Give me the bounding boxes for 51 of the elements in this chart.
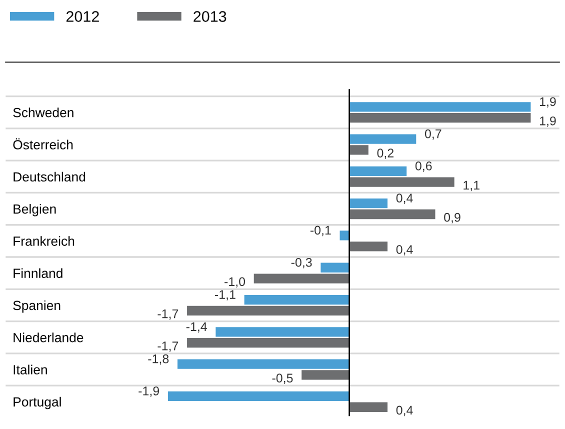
y-tick-label: Spanien	[13, 300, 60, 313]
y-tick-label: Finnland	[14, 268, 62, 278]
data-label: -0,5	[272, 374, 293, 384]
y-tick-label: Italien	[14, 364, 47, 374]
legend-label: 2013	[194, 11, 226, 22]
y-tick-label: Schweden	[13, 108, 74, 118]
bar	[349, 102, 531, 112]
data-label: -1,7	[158, 309, 178, 320]
bar	[349, 177, 454, 187]
bar	[187, 338, 350, 348]
legend-label: 2012	[66, 11, 99, 22]
data-label: 0,4	[396, 406, 413, 416]
data-label: -1,4	[186, 322, 207, 333]
bar	[168, 391, 350, 402]
bar	[349, 134, 416, 144]
data-label: -0,1	[310, 226, 331, 236]
bar	[244, 294, 350, 305]
y-tick-label: Niederlande	[14, 332, 84, 342]
data-label: 0,2	[377, 148, 394, 159]
bar	[216, 327, 350, 337]
bar	[177, 359, 350, 369]
y-tick-label: Frankreich	[14, 236, 74, 246]
bar	[320, 262, 350, 272]
data-label: -0,3	[291, 258, 312, 268]
data-label: -1,1	[215, 290, 236, 300]
bar	[187, 306, 350, 316]
y-tick-label: Österreich	[13, 138, 73, 150]
data-label: 0,6	[415, 162, 432, 172]
y-tick-label: Portugal	[14, 396, 61, 410]
data-label: -1,8	[148, 354, 169, 365]
data-label: 0,4	[396, 194, 413, 204]
data-label: 1,9	[540, 116, 556, 127]
bar	[349, 112, 531, 123]
y-tick-label: Deutschland	[14, 172, 86, 182]
bar	[349, 198, 388, 208]
data-label: -1,9	[138, 386, 160, 397]
data-label: -1,0	[224, 277, 246, 288]
data-label: 0,4	[396, 245, 413, 256]
y-tick-label: Belgien	[14, 204, 56, 216]
bar	[349, 209, 436, 220]
bar	[349, 242, 388, 252]
data-label: 0,9	[444, 212, 460, 224]
bar	[302, 370, 350, 380]
bar	[349, 402, 388, 412]
bar	[254, 274, 350, 284]
data-label: 1,9	[540, 97, 556, 108]
bar	[349, 166, 407, 176]
data-label: -1,7	[158, 342, 178, 352]
data-label: 1,1	[464, 180, 480, 192]
bar	[349, 145, 368, 155]
data-label: 0,7	[424, 129, 442, 140]
